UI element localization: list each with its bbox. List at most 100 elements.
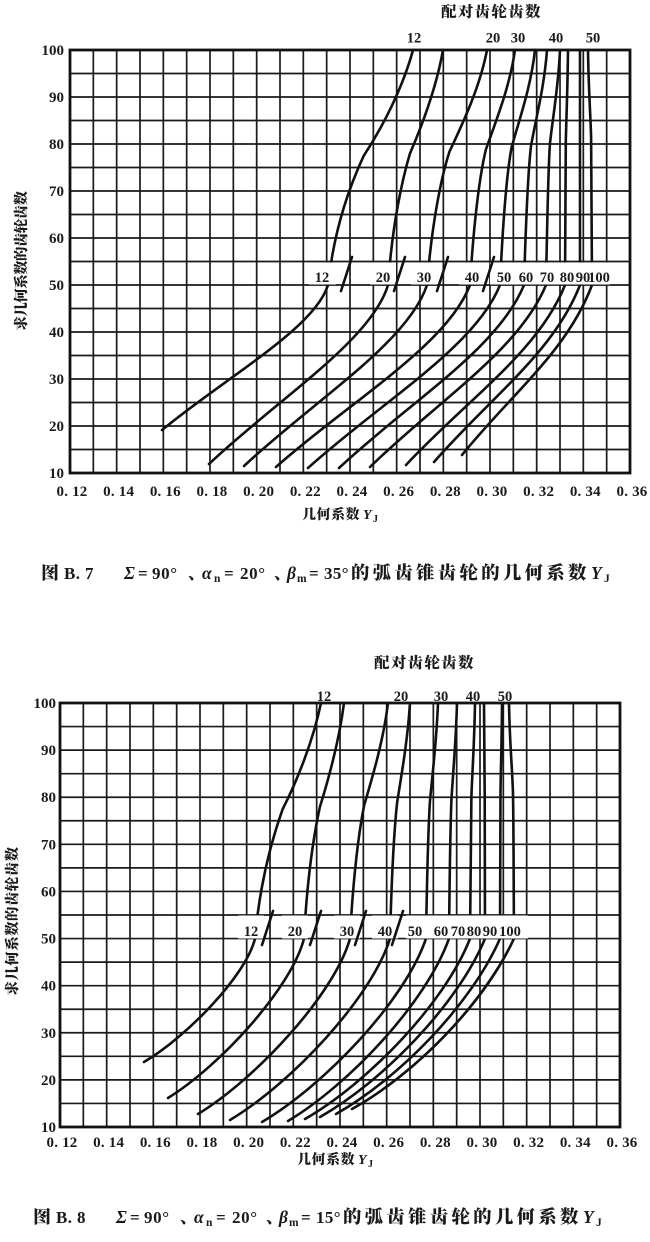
svg-text:0. 28: 0. 28 (430, 484, 461, 500)
svg-text:0. 26: 0. 26 (383, 484, 414, 500)
svg-text:=: = (130, 1208, 140, 1227)
svg-text:40: 40 (49, 325, 64, 341)
svg-text:100: 100 (42, 43, 65, 59)
svg-text:90: 90 (576, 270, 591, 286)
svg-text:10: 10 (41, 1120, 56, 1136)
svg-text:30: 30 (49, 372, 64, 388)
svg-text:α: α (202, 563, 212, 583)
svg-text:12: 12 (317, 689, 332, 705)
svg-text:0. 12: 0. 12 (47, 1135, 78, 1151)
svg-text:B. 7: B. 7 (64, 564, 94, 583)
svg-text:0. 34: 0. 34 (570, 484, 601, 500)
svg-text:50: 50 (49, 278, 64, 294)
svg-text:60: 60 (434, 924, 449, 940)
svg-text:40: 40 (465, 270, 480, 286)
svg-text:70: 70 (540, 270, 555, 286)
svg-text:0. 24: 0. 24 (337, 484, 368, 500)
svg-text:80: 80 (467, 924, 482, 940)
svg-text:20: 20 (41, 1073, 56, 1089)
svg-text:Y: Y (591, 563, 604, 583)
svg-text:Y: Y (358, 1153, 368, 1168)
svg-text:=: = (216, 1208, 226, 1227)
svg-text:30: 30 (434, 689, 449, 705)
svg-text:0. 22: 0. 22 (290, 484, 321, 500)
svg-text:20: 20 (394, 689, 409, 705)
svg-text:n: n (214, 573, 221, 585)
svg-text:20: 20 (288, 924, 303, 940)
svg-text:50: 50 (41, 932, 56, 948)
svg-text:90°: 90° (144, 1208, 170, 1227)
svg-text:100: 100 (588, 270, 610, 286)
svg-text:50: 50 (497, 270, 512, 286)
svg-text:30: 30 (511, 31, 526, 47)
svg-text:Y: Y (363, 508, 373, 523)
svg-text:20: 20 (486, 31, 501, 47)
svg-text:80: 80 (49, 137, 64, 153)
svg-text:90: 90 (483, 924, 498, 940)
svg-text:30: 30 (41, 1026, 56, 1042)
svg-text:0. 20: 0. 20 (233, 1135, 264, 1151)
svg-text:0. 22: 0. 22 (280, 1135, 311, 1151)
svg-text:0. 12: 0. 12 (57, 484, 88, 500)
svg-text:60: 60 (41, 884, 56, 900)
svg-text:0. 24: 0. 24 (327, 1135, 358, 1151)
svg-text:J: J (368, 1159, 373, 1170)
svg-text:B. 8: B. 8 (56, 1208, 86, 1227)
svg-text:12: 12 (244, 924, 259, 940)
svg-text:m: m (289, 1217, 299, 1229)
svg-text:80: 80 (41, 790, 56, 806)
svg-text:35°: 35° (324, 564, 349, 583)
svg-text:0. 18: 0. 18 (187, 1135, 218, 1151)
svg-text:0. 32: 0. 32 (513, 1135, 544, 1151)
svg-text:0. 14: 0. 14 (93, 1135, 124, 1151)
svg-text:Y: Y (583, 1207, 596, 1227)
svg-text:50: 50 (408, 924, 423, 940)
svg-text:90: 90 (49, 90, 64, 106)
svg-text:J: J (604, 573, 610, 585)
svg-text:12: 12 (315, 270, 330, 286)
svg-text:n: n (206, 1217, 213, 1229)
svg-text:0. 30: 0. 30 (477, 484, 508, 500)
svg-text:=: = (301, 1208, 311, 1227)
svg-text:J: J (596, 1217, 602, 1229)
svg-text:0. 20: 0. 20 (243, 484, 274, 500)
svg-text:70: 70 (451, 924, 466, 940)
svg-text:0. 36: 0. 36 (607, 1135, 638, 1151)
svg-text:20°: 20° (240, 564, 266, 583)
svg-text:50: 50 (498, 689, 513, 705)
svg-text:m: m (297, 573, 307, 585)
svg-text:20°: 20° (232, 1208, 258, 1227)
svg-text:60: 60 (519, 270, 534, 286)
svg-text:0. 34: 0. 34 (560, 1135, 591, 1151)
svg-text:=: = (309, 564, 319, 583)
svg-text:0. 16: 0. 16 (140, 1135, 171, 1151)
svg-text:100: 100 (499, 924, 521, 940)
svg-text:40: 40 (466, 689, 481, 705)
svg-text:=: = (138, 564, 148, 583)
svg-text:100: 100 (34, 696, 57, 712)
svg-text:60: 60 (49, 231, 64, 247)
svg-text:0. 28: 0. 28 (420, 1135, 451, 1151)
svg-text:β: β (278, 1207, 288, 1227)
svg-text:12: 12 (407, 31, 422, 47)
svg-text:15°: 15° (316, 1208, 341, 1227)
svg-text:10: 10 (49, 466, 64, 482)
svg-text:0. 30: 0. 30 (467, 1135, 498, 1151)
svg-text:α: α (194, 1207, 204, 1227)
svg-text:90°: 90° (152, 564, 178, 583)
svg-text:0. 16: 0. 16 (150, 484, 181, 500)
svg-text:70: 70 (41, 837, 56, 853)
svg-text:0. 36: 0. 36 (617, 484, 648, 500)
svg-text:J: J (373, 514, 378, 525)
svg-text:0. 14: 0. 14 (103, 484, 134, 500)
svg-text:Σ: Σ (123, 563, 135, 583)
svg-text:30: 30 (340, 924, 355, 940)
svg-text:=: = (224, 564, 234, 583)
svg-text:80: 80 (560, 270, 575, 286)
svg-text:70: 70 (49, 184, 64, 200)
svg-text:β: β (286, 563, 296, 583)
svg-text:40: 40 (378, 924, 393, 940)
svg-text:0. 18: 0. 18 (197, 484, 228, 500)
svg-text:20: 20 (49, 419, 64, 435)
svg-text:40: 40 (41, 979, 56, 995)
